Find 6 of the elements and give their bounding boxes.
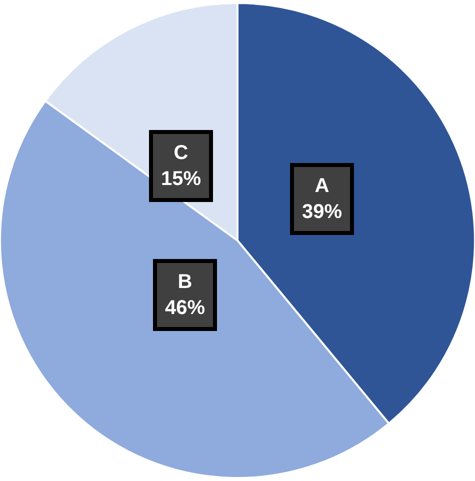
slice-label: C <box>174 142 188 164</box>
slice-label: A <box>314 175 330 197</box>
data-label: 46% <box>165 297 206 319</box>
slice-label: B <box>178 271 192 293</box>
data-label: 15% <box>161 168 202 190</box>
data-label: 39% <box>302 201 342 223</box>
